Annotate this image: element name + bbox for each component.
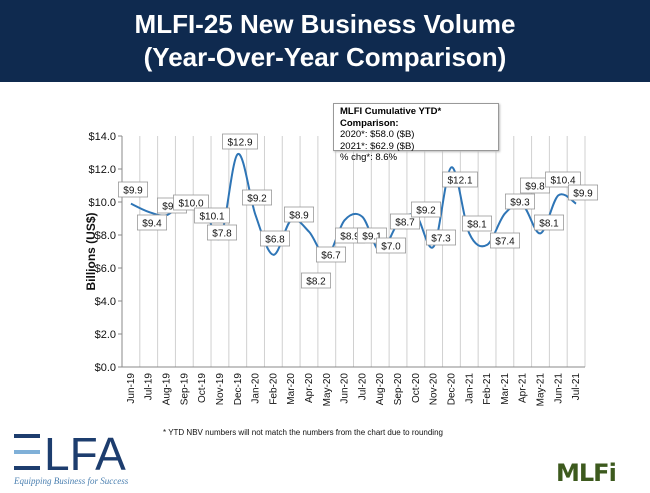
x-tick-label: Jul-21 (571, 373, 582, 401)
data-label: $7.3 (431, 234, 451, 245)
data-label: $9.2 (162, 202, 182, 213)
data-label: $6.7 (321, 251, 341, 262)
x-tick-label: May-20 (322, 373, 333, 407)
y-tick-label: $0.0 (95, 362, 116, 374)
x-tick-label: Nov-20 (429, 373, 440, 406)
x-tick-label: Oct-19 (197, 373, 208, 403)
data-label: $8.1 (467, 220, 487, 231)
y-tick-label: $2.0 (95, 329, 116, 341)
data-label-box (300, 272, 331, 289)
data-label-box (461, 215, 492, 232)
ytd-heading: MLFI Cumulative YTD* Comparison: (340, 106, 442, 129)
data-label: $6.8 (265, 235, 285, 246)
data-label-box (241, 189, 272, 206)
data-label-box (173, 194, 209, 211)
data-label-box (504, 193, 535, 210)
mlfi-logo: MLFi (556, 459, 617, 487)
y-axis-label: Billions (US$) (84, 212, 98, 290)
y-tick-label: $4.0 (95, 296, 116, 308)
data-label-box (568, 184, 599, 201)
footnote: * YTD NBV numbers will not match the num… (163, 428, 443, 437)
ytd-comparison-box: MLFI Cumulative YTD* Comparison: 2020*: … (333, 103, 499, 163)
x-tick-label: Aug-20 (375, 373, 386, 406)
data-label: $9.3 (510, 198, 530, 209)
x-tick-label: Nov-19 (215, 373, 226, 406)
data-label: $9.4 (142, 219, 162, 230)
elfa-tagline: Equipping Business for Success (14, 476, 129, 486)
x-tick-label: Jul-20 (357, 373, 368, 401)
data-label: $12.1 (447, 176, 472, 187)
data-label: $9.9 (123, 186, 143, 197)
data-label-box (442, 171, 478, 188)
x-tick-label: Feb-21 (482, 373, 493, 405)
x-tick-label: Jun-19 (126, 373, 137, 404)
data-label: $7.8 (212, 229, 232, 240)
data-label: $7.4 (495, 237, 515, 248)
data-label: $8.1 (539, 219, 559, 230)
ytd-2020: 2020*: $58.0 ($B) (340, 129, 415, 140)
data-label: $9.9 (573, 189, 593, 200)
data-label: $7.0 (381, 242, 401, 253)
data-label: $8.9 (340, 232, 360, 243)
svg-text:LFA: LFA (44, 432, 126, 474)
data-label-box (315, 246, 346, 263)
data-label-box (206, 224, 237, 241)
data-label-box (389, 213, 420, 230)
chart-title: MLFI-25 New Business Volume (134, 9, 516, 39)
title-banner: MLFI-25 New Business Volume (Year-Over-Y… (0, 0, 650, 82)
y-tick-label: $12.0 (88, 164, 116, 176)
y-tick-label: $8.0 (95, 230, 116, 242)
data-label-box (118, 181, 149, 198)
x-tick-label: Aug-19 (162, 373, 173, 406)
ytd-2021: 2021*: $62.9 ($B) (340, 140, 415, 152)
data-label: $9.1 (362, 232, 382, 243)
data-label: $10.0 (178, 199, 203, 210)
data-label-box (425, 229, 456, 246)
data-label-box (534, 214, 565, 231)
data-label-box (489, 232, 520, 249)
x-tick-label: Mar-20 (286, 373, 297, 405)
data-label: $8.9 (289, 211, 309, 222)
data-label: $9.2 (416, 206, 436, 217)
x-tick-label: Sep-20 (393, 373, 404, 406)
x-tick-label: Jun-21 (553, 373, 564, 404)
data-label: $8.2 (306, 277, 326, 288)
data-label-box (375, 237, 406, 254)
data-label: $9.8 (525, 182, 545, 193)
y-tick-label: $14.0 (88, 131, 116, 143)
x-tick-label: Sep-19 (179, 373, 190, 406)
x-tick-label: Jan-21 (464, 373, 475, 404)
x-tick-label: Dec-20 (446, 373, 457, 406)
x-tick-label: Jun-20 (340, 373, 351, 404)
data-label-box (222, 133, 258, 150)
x-tick-label: Feb-20 (268, 373, 279, 405)
chart-subtitle: (Year-Over-Year Comparison) (143, 42, 507, 72)
elfa-logo: LFA (14, 432, 126, 474)
data-label-box (410, 201, 441, 218)
data-label: $10.4 (550, 176, 575, 187)
y-tick-label: $10.0 (88, 197, 116, 209)
data-label-box (545, 171, 581, 188)
data-label-box (136, 214, 167, 231)
x-tick-label: Mar-21 (500, 373, 511, 405)
ytd-pct-change: % chg*: 8.6% (340, 152, 398, 163)
data-label-box (283, 206, 314, 223)
data-label: $12.9 (227, 138, 252, 149)
data-label: $9.2 (247, 194, 267, 205)
x-tick-label: Dec-19 (233, 373, 244, 406)
data-label: $10.1 (199, 212, 224, 223)
x-tick-label: May-21 (535, 373, 546, 407)
x-tick-label: Oct-20 (411, 373, 422, 403)
data-label-box (194, 207, 230, 224)
x-tick-label: Jan-20 (251, 373, 262, 404)
y-tick-label: $6.0 (95, 263, 116, 275)
x-tick-label: Apr-21 (518, 373, 529, 403)
x-tick-label: Jul-19 (144, 373, 155, 401)
data-label-box (259, 230, 290, 247)
x-tick-label: Apr-20 (304, 373, 315, 403)
data-label: $8.7 (395, 218, 415, 229)
